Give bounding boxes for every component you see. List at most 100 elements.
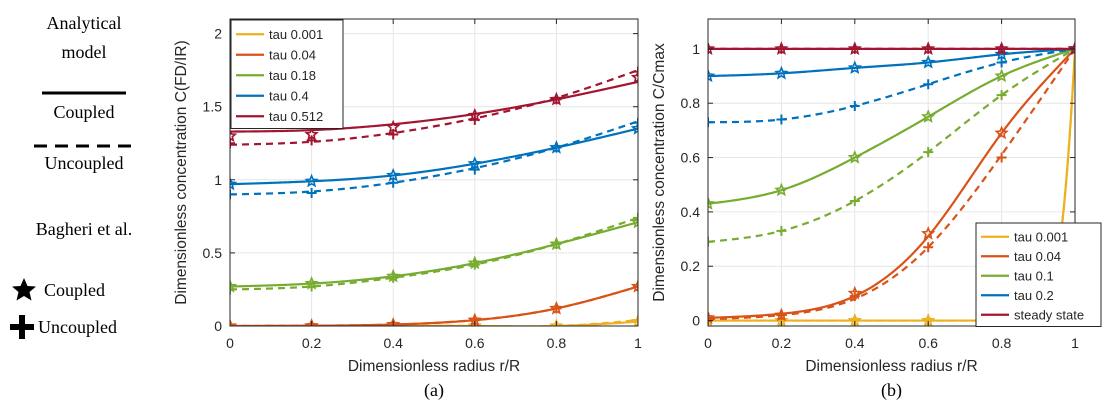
legend-entry: tau 0.2 <box>1014 288 1054 303</box>
star-marker <box>549 236 564 251</box>
legend-entry: tau 0.001 <box>1014 229 1068 244</box>
plus-marker <box>388 129 399 140</box>
x-tick-label: 0.2 <box>772 335 792 351</box>
star-marker <box>994 68 1009 83</box>
legend: tau 0.001 tau 0.04 tau 0.18 tau 0.4 tau 0.51… <box>230 19 344 129</box>
x-tick-label: 0.6 <box>918 335 938 351</box>
star-marker <box>847 285 863 300</box>
legend-entry: tau 0.04 <box>269 47 316 62</box>
star-marker <box>994 125 1009 140</box>
star-marker <box>994 46 1009 61</box>
series-line-uncoupled <box>708 47 1075 243</box>
star-marker <box>630 314 638 326</box>
x-tick-label: 0.6 <box>465 335 485 351</box>
star-marker <box>230 278 238 293</box>
x-tick-label: 1 <box>1071 335 1079 351</box>
star-marker <box>708 68 716 83</box>
ref-coupled-label: Coupled <box>44 280 105 300</box>
series-line-coupled <box>708 48 1075 319</box>
series-line-uncoupled <box>230 120 638 196</box>
plus-marker <box>388 177 399 188</box>
star-marker <box>467 156 483 170</box>
star-marker-icon <box>12 278 36 301</box>
y-tick-label: 0.6 <box>681 150 701 166</box>
x-tick-label: 0 <box>226 335 234 351</box>
star-marker <box>230 128 238 143</box>
y-tick-label: 0.5 <box>203 245 223 261</box>
x-axis-label: Dimensionless radius r/R <box>348 358 520 375</box>
plus-marker <box>923 242 934 253</box>
star-marker <box>230 176 238 191</box>
star-marker <box>708 41 716 56</box>
star-marker <box>920 109 936 123</box>
x-tick-label: 1 <box>634 335 642 351</box>
star-marker <box>630 69 638 84</box>
plus-marker <box>923 79 934 90</box>
y-tick-label: 0.8 <box>681 95 701 111</box>
star-marker <box>994 41 1009 56</box>
y-tick-label: 1 <box>214 172 222 188</box>
plus-marker <box>996 152 1007 163</box>
x-tick-label: 0.4 <box>845 335 865 351</box>
plus-marker <box>849 100 860 111</box>
star-marker <box>708 196 716 210</box>
series-line-coupled <box>708 47 1075 78</box>
series-line-coupled <box>708 47 1075 205</box>
x-tick-label: 0.8 <box>992 335 1012 351</box>
plus-marker <box>633 212 638 223</box>
x-tick-label: 0.2 <box>302 335 322 351</box>
legend-entry: tau 0.18 <box>269 68 316 83</box>
uncoupled-label: Uncoupled <box>45 153 124 173</box>
series-line-coupled <box>230 127 638 186</box>
plus-marker <box>996 57 1007 68</box>
plus-marker <box>708 236 713 247</box>
star-marker <box>549 300 564 315</box>
y-tick-label: 0 <box>692 313 700 329</box>
y-tick-label: 1 <box>692 41 700 57</box>
star-marker <box>385 316 401 326</box>
legend-entry: tau 0.04 <box>1014 249 1061 264</box>
legend-entry: tau 0.1 <box>1014 268 1054 283</box>
legend-entry: tau 0.4 <box>269 88 309 103</box>
reference-heading: Bagheri et al. <box>36 219 132 239</box>
star-marker <box>467 318 483 326</box>
legend-entry: steady state <box>1014 307 1084 322</box>
series-line-uncoupled <box>708 47 1075 124</box>
star-marker <box>385 167 401 182</box>
panel-label: (a) <box>424 380 444 401</box>
star-marker <box>467 255 483 270</box>
x-tick-label: 0 <box>704 335 712 351</box>
y-tick-label: 0.4 <box>681 204 701 220</box>
star-marker <box>920 226 936 240</box>
star-marker <box>467 107 483 122</box>
star-marker <box>774 307 789 322</box>
legend: tau 0.001 tau 0.04 tau 0.1 tau 0.2 steady st… <box>975 222 1102 327</box>
plus-marker <box>708 117 713 128</box>
ref-uncoupled-label: Uncoupled <box>38 317 117 337</box>
series-line-uncoupled <box>230 69 638 146</box>
star-marker <box>549 91 564 106</box>
legend-entry: tau 0.001 <box>269 27 323 42</box>
plus-marker <box>996 90 1007 101</box>
plus-marker <box>230 138 235 149</box>
y-tick-label: 0.2 <box>681 258 701 274</box>
star-marker <box>774 41 789 56</box>
series-line-coupled <box>230 285 638 326</box>
y-axis-label: Dimensionless concentration C(FD/IR) <box>173 40 190 304</box>
y-axis-label: Dimensionless concentration C/Cmax <box>651 43 668 302</box>
plus-marker <box>708 314 713 325</box>
series-line-uncoupled <box>230 216 638 291</box>
star-marker <box>774 182 789 197</box>
series-line-uncoupled <box>708 48 1075 321</box>
x-tick-label: 0.8 <box>547 335 567 351</box>
coupled-label: Coupled <box>54 102 115 122</box>
plus-marker <box>923 147 934 158</box>
star-marker <box>304 276 319 290</box>
star-marker <box>230 318 238 326</box>
plus-marker <box>633 117 638 128</box>
star-marker <box>549 140 564 154</box>
y-tick-label: 1.5 <box>203 99 223 115</box>
y-tick-label: 2 <box>214 26 222 42</box>
series-line-coupled <box>230 221 638 288</box>
axes-frame <box>229 18 639 327</box>
